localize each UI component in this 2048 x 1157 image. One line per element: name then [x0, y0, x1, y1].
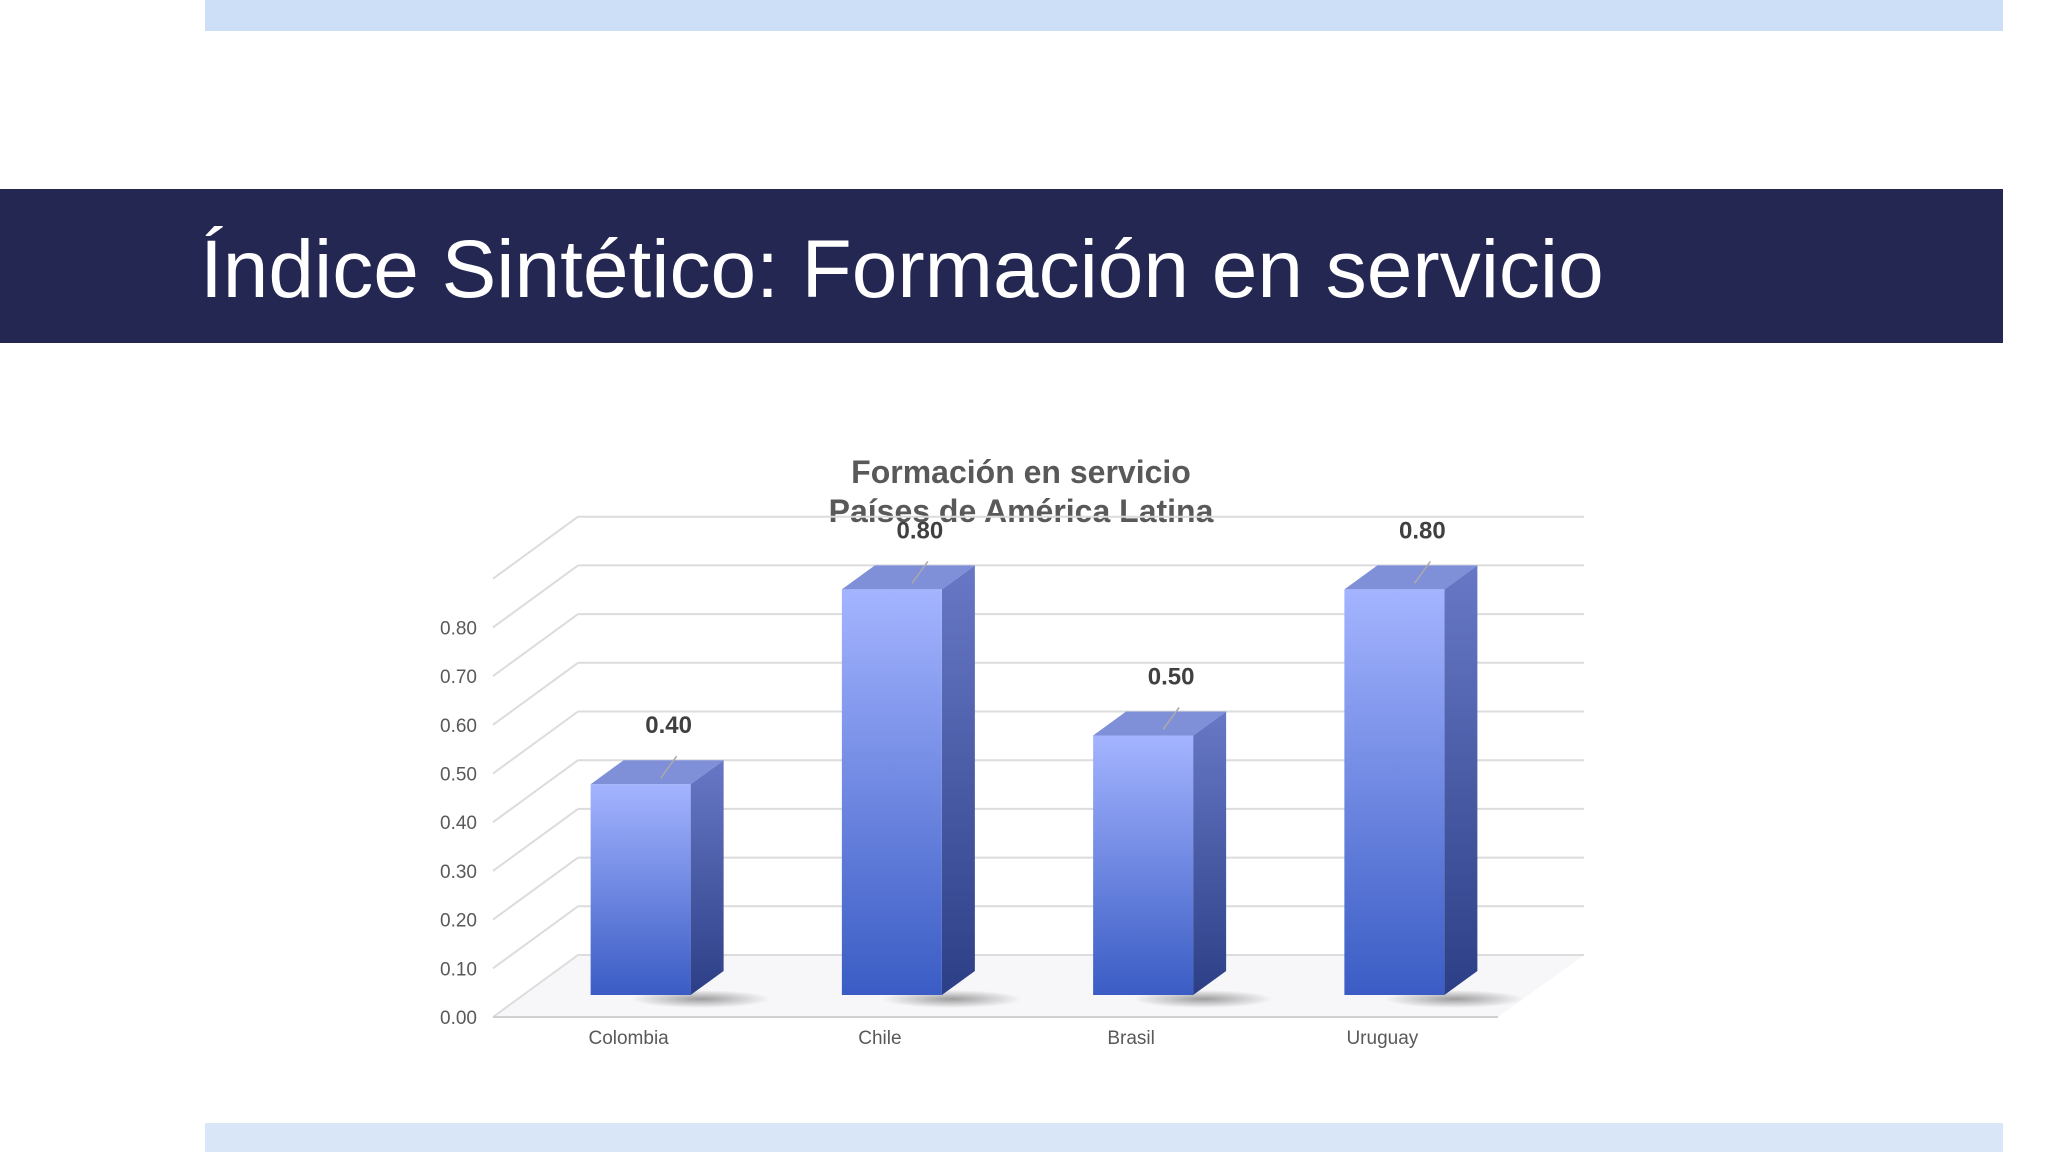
gridline-diagonal [492, 661, 579, 726]
y-tick-label: 0.30 [440, 862, 477, 883]
top-accent-band [205, 0, 2003, 31]
leader-line [1413, 560, 1431, 584]
data-label: 0.80 [1399, 517, 1446, 544]
slide-title: Índice Sintético: Formación en servicio [200, 224, 1604, 315]
chart-subtitle: Países de América Latina [829, 493, 1214, 529]
category-label: Colombia [588, 1028, 669, 1049]
bottom-accent-band [205, 1123, 2003, 1152]
gridline-diagonal [492, 564, 579, 629]
data-label: 0.80 [897, 517, 944, 544]
bar-side [941, 565, 975, 995]
data-label: 0.50 [1148, 664, 1195, 691]
data-label: 0.40 [645, 712, 692, 739]
y-tick-label: 0.00 [440, 1008, 477, 1029]
bar-top [590, 760, 724, 785]
bar-side [1193, 711, 1227, 995]
gridline-diagonal [492, 710, 579, 775]
y-tick-label: 0.40 [440, 813, 477, 834]
bar-colombia [590, 760, 771, 1008]
bar-side [1444, 565, 1478, 995]
bar-top [1093, 711, 1227, 736]
y-tick-label: 0.20 [440, 911, 477, 932]
bar-brasil [1093, 711, 1274, 1008]
category-label: Chile [858, 1028, 901, 1049]
gridline-diagonal [492, 759, 579, 824]
chart-title: Formación en servicio [851, 454, 1191, 490]
gridline-diagonal [492, 856, 579, 921]
data-labels: 0.40 0.80 0.50 0.80 [645, 517, 1446, 779]
bars [590, 565, 1525, 1008]
category-label: Brasil [1107, 1028, 1155, 1049]
title-bar [0, 189, 2003, 343]
bar-uruguay [1344, 565, 1525, 1008]
leader-line [660, 755, 678, 779]
bar-top [841, 565, 975, 590]
bar-top [1344, 565, 1478, 590]
gridline-diagonal [492, 515, 579, 580]
leader-line [1162, 707, 1180, 730]
y-tick-label: 0.50 [440, 765, 477, 786]
bar-chile [841, 565, 1022, 1008]
bar-front [590, 784, 691, 995]
y-tick-label: 0.70 [440, 667, 477, 688]
y-axis: 0.00 0.10 0.20 0.30 0.40 0.50 0.60 0.70 0.80 [440, 618, 477, 1029]
bar-front [841, 589, 942, 995]
gridline-diagonal [492, 954, 579, 1018]
leader-line [911, 560, 929, 584]
bar-front [1093, 735, 1194, 995]
y-tick-label: 0.80 [440, 618, 477, 639]
x-axis: Colombia Chile Brasil Uruguay [588, 1028, 1418, 1049]
gridline-diagonal [492, 613, 579, 677]
category-label: Uruguay [1346, 1028, 1418, 1049]
gridline-diagonal [492, 905, 579, 970]
bar-front [1344, 589, 1445, 995]
y-tick-label: 0.60 [440, 716, 477, 737]
y-tick-label: 0.10 [440, 959, 477, 980]
gridline-diagonal [492, 808, 579, 872]
bar-side [690, 760, 724, 995]
